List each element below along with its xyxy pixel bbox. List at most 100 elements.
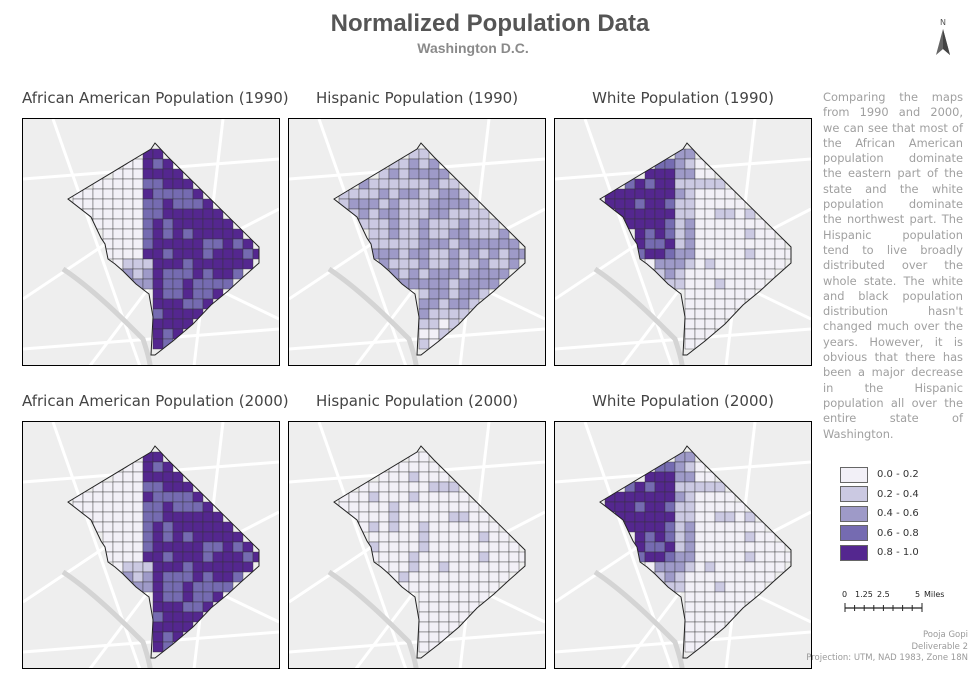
census-tract — [378, 178, 390, 190]
census-tract — [684, 178, 696, 190]
map-panel: African American Population (2000) — [22, 392, 289, 669]
census-tract — [734, 238, 746, 250]
census-tract — [734, 541, 746, 553]
census-tract — [132, 218, 144, 230]
census-tract — [398, 471, 410, 483]
census-tract — [388, 218, 400, 230]
census-tract — [112, 198, 124, 210]
census-tract — [418, 571, 430, 583]
census-tract — [438, 258, 450, 270]
census-tract — [428, 631, 440, 643]
census-tract — [172, 218, 184, 230]
census-tract — [368, 521, 380, 533]
census-tract — [458, 308, 470, 320]
census-tract — [132, 571, 144, 583]
census-tract — [614, 188, 626, 200]
census-tract — [714, 551, 726, 563]
census-tract — [458, 501, 470, 513]
census-tract — [684, 641, 696, 653]
census-tract — [754, 531, 766, 543]
legend-swatch — [840, 505, 868, 522]
census-tract — [764, 258, 776, 270]
census-tract — [744, 571, 756, 583]
census-tract — [664, 461, 676, 473]
census-tract — [162, 531, 174, 543]
census-tract — [232, 561, 244, 573]
census-tract — [112, 501, 124, 513]
dc-boundary — [599, 142, 792, 356]
legend: 0.0 - 0.2 0.2 - 0.4 0.4 - 0.6 0.6 - 0.8 … — [840, 465, 919, 563]
census-tract — [202, 258, 214, 270]
census-tract — [232, 571, 244, 583]
census-tract — [754, 258, 766, 270]
census-tract — [448, 228, 460, 240]
census-tract — [212, 581, 224, 593]
census-tract — [664, 531, 676, 543]
dc-boundary — [67, 445, 260, 659]
census-tract — [508, 551, 520, 563]
census-tract — [408, 561, 420, 573]
census-tract — [132, 248, 144, 260]
census-tract — [418, 561, 430, 573]
census-tract — [734, 511, 746, 523]
census-tract — [478, 581, 490, 593]
census-tract — [644, 551, 656, 563]
census-tract — [122, 571, 134, 583]
census-tract — [112, 521, 124, 533]
census-tract — [212, 591, 224, 603]
census-tract — [674, 238, 686, 250]
census-tract — [684, 581, 696, 593]
census-tract — [172, 228, 184, 240]
census-tract — [644, 198, 656, 210]
census-tract — [684, 501, 696, 513]
census-tract — [418, 601, 430, 613]
census-tract — [152, 521, 164, 533]
census-tract — [684, 631, 696, 643]
census-tract — [192, 208, 204, 220]
census-tract — [358, 491, 370, 503]
legend-item: 0.0 - 0.2 — [840, 465, 919, 485]
census-tract — [734, 571, 746, 583]
census-tract — [644, 178, 656, 190]
census-tract — [448, 268, 460, 280]
census-tract — [448, 501, 460, 513]
census-tract — [162, 168, 174, 180]
legend-item: 0.4 - 0.6 — [840, 504, 919, 524]
census-tract — [674, 198, 686, 210]
census-tract — [448, 511, 460, 523]
census-tract — [368, 481, 380, 493]
census-tract — [654, 258, 666, 270]
census-tract — [654, 521, 666, 533]
map-panel: White Population (1990) — [554, 89, 812, 366]
census-tract — [202, 218, 214, 230]
census-tract — [438, 228, 450, 240]
census-tract — [408, 551, 420, 563]
census-tract — [82, 198, 94, 210]
census-tract — [182, 491, 194, 503]
census-tract — [132, 541, 144, 553]
census-tract — [172, 501, 184, 513]
census-tract — [408, 541, 420, 553]
census-tract — [694, 278, 706, 290]
census-tract — [734, 228, 746, 240]
census-tract — [458, 238, 470, 250]
census-tract — [704, 511, 716, 523]
census-tract — [448, 278, 460, 290]
census-tract — [202, 278, 214, 290]
census-tract — [694, 501, 706, 513]
census-tract — [428, 208, 440, 220]
census-tract — [172, 248, 184, 260]
census-tract — [774, 541, 786, 553]
census-tract — [222, 561, 234, 573]
census-tract — [774, 238, 786, 250]
census-tract — [664, 248, 676, 260]
census-tract — [694, 238, 706, 250]
census-tract — [694, 328, 706, 340]
census-tract — [714, 308, 726, 320]
census-tract — [724, 581, 736, 593]
census-tract — [674, 481, 686, 493]
census-tract — [132, 471, 144, 483]
census-tract — [694, 551, 706, 563]
census-tract — [684, 541, 696, 553]
census-tract — [654, 218, 666, 230]
